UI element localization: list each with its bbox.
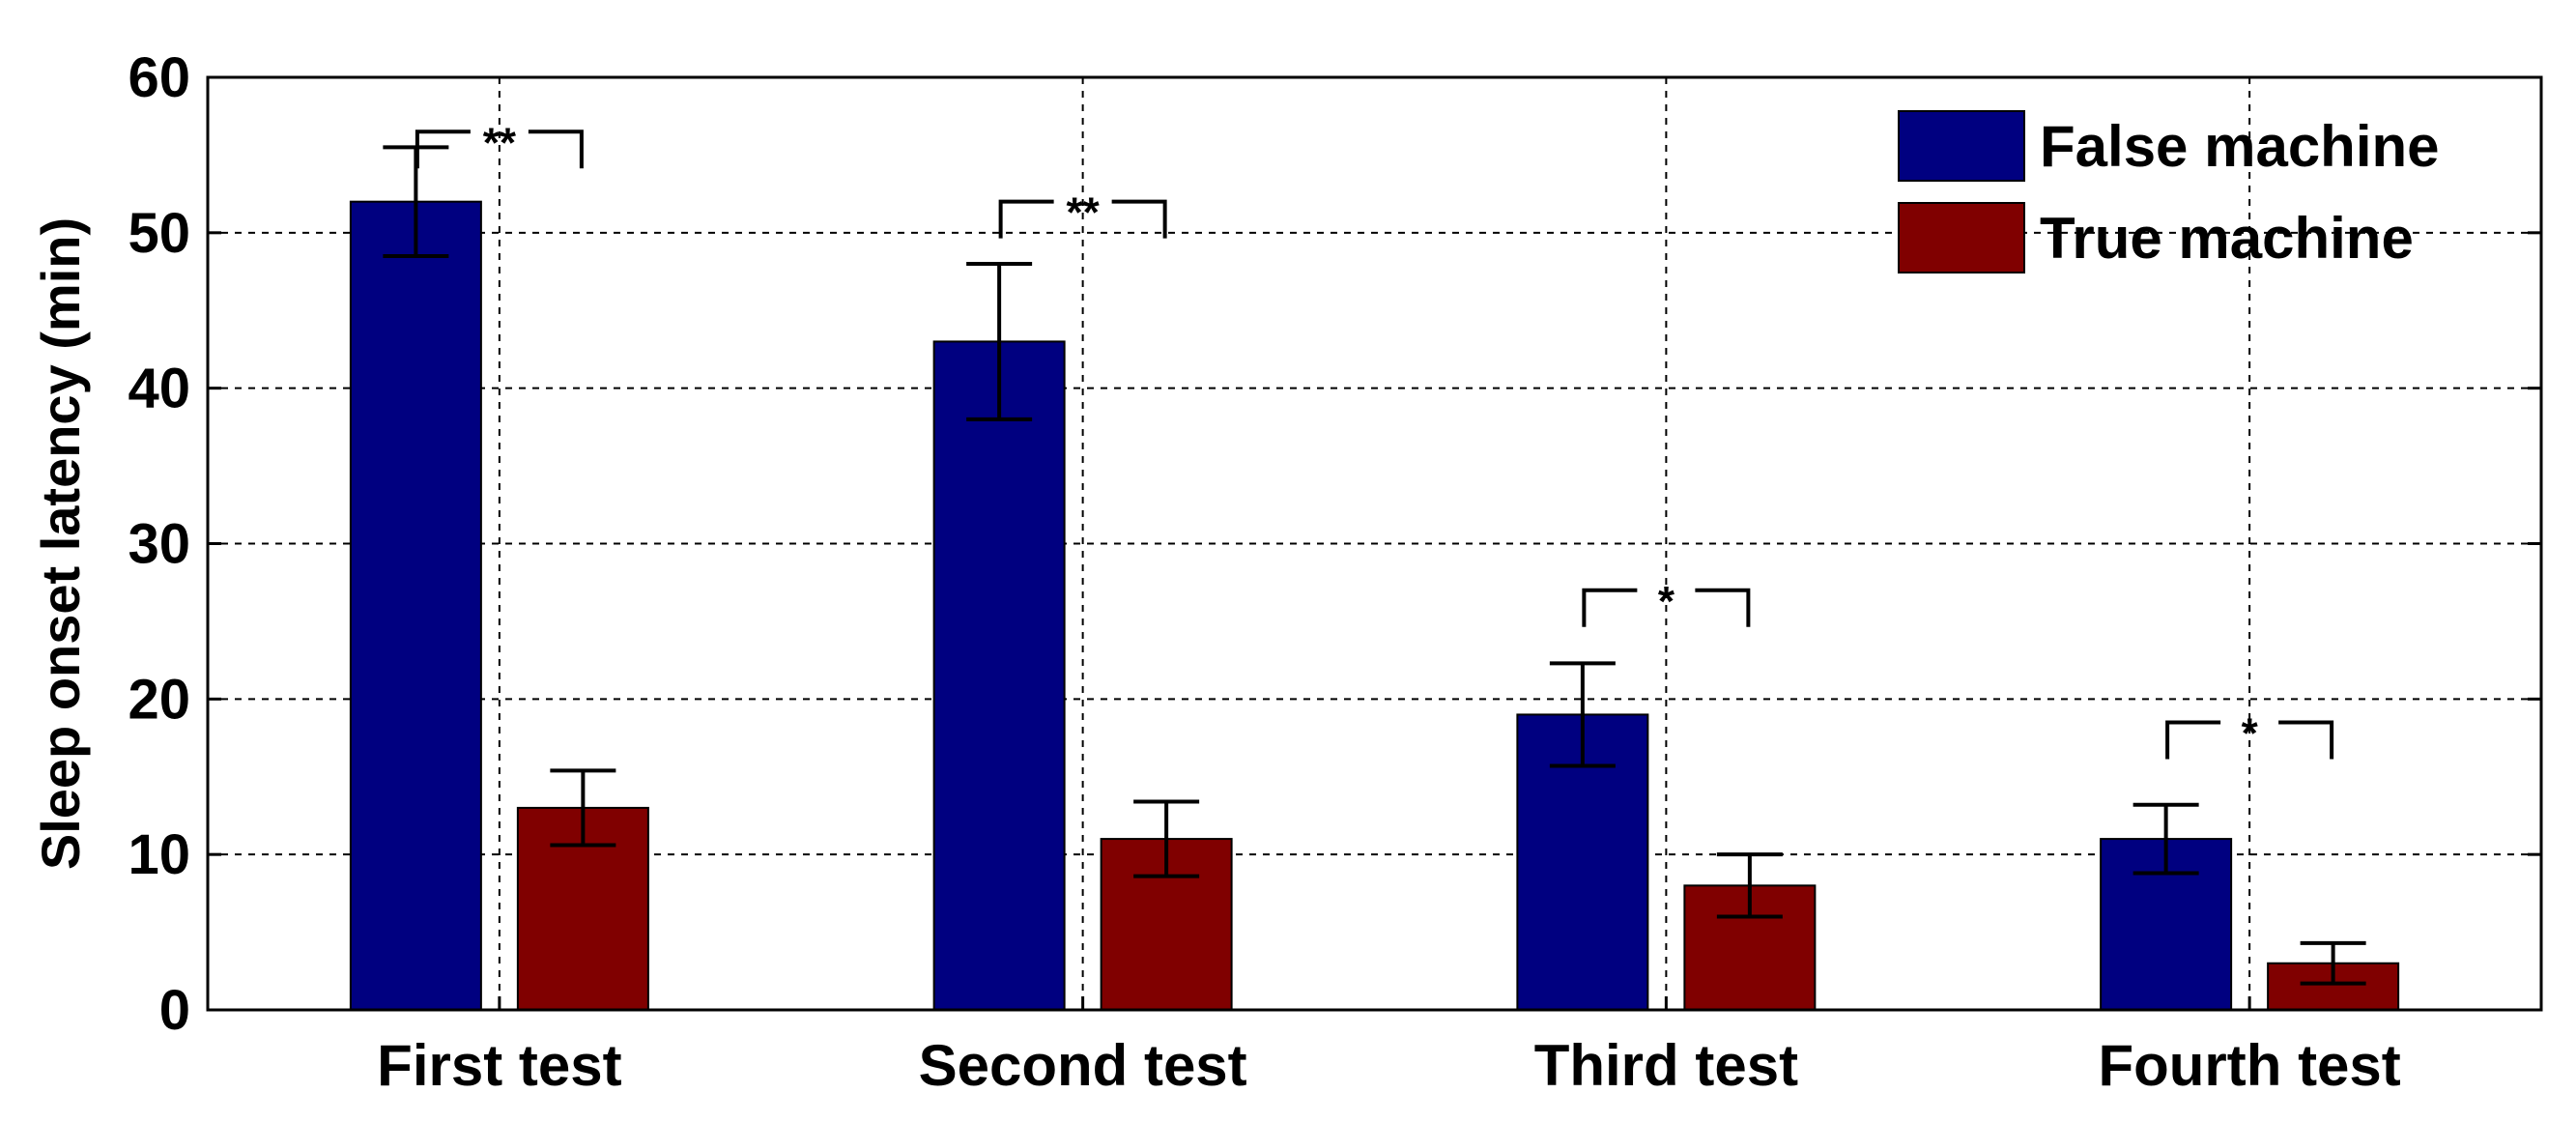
legend-entry: False machine (2040, 114, 2440, 179)
significance-label: * (2242, 709, 2259, 757)
significance-bracket (1582, 588, 1751, 627)
legend-entry: True machine (2040, 206, 2414, 271)
significance-label: ** (1067, 189, 1101, 237)
legend-swatch (1898, 202, 2025, 273)
y-tick-label: 30 (128, 513, 190, 576)
x-tick-label: Third test (1534, 1033, 1798, 1098)
y-tick-label: 60 (128, 46, 190, 109)
x-tick-label: Fourth test (2098, 1033, 2400, 1098)
grid-lines (208, 77, 2541, 1010)
significance-markers: ****** (415, 119, 2334, 760)
y-axis-ticks: 0 10 20 30 40 50 60 (128, 46, 2541, 1042)
y-tick-label: 20 (128, 668, 190, 731)
significance-label: * (1658, 578, 1675, 625)
significance-bracket (415, 129, 584, 169)
bar (349, 200, 482, 1011)
legend: False machine True machine (1898, 110, 2440, 273)
significance-label: ** (483, 119, 517, 166)
y-tick-label: 40 (128, 358, 190, 420)
bar (932, 340, 1066, 1011)
y-tick-label: 0 (159, 979, 190, 1042)
legend-swatch (1898, 110, 2025, 182)
x-tick-label: Second test (919, 1033, 1247, 1098)
significance-bracket (998, 199, 1167, 239)
x-tick-label: First test (377, 1033, 621, 1098)
y-tick-label: 50 (128, 202, 190, 265)
significance-bracket (2165, 720, 2334, 760)
y-tick-label: 10 (128, 823, 190, 886)
y-axis-label: Sleep onset latency (min) (30, 217, 91, 870)
x-axis-ticks: First test Second test Third test Fourth te… (377, 996, 2401, 1098)
